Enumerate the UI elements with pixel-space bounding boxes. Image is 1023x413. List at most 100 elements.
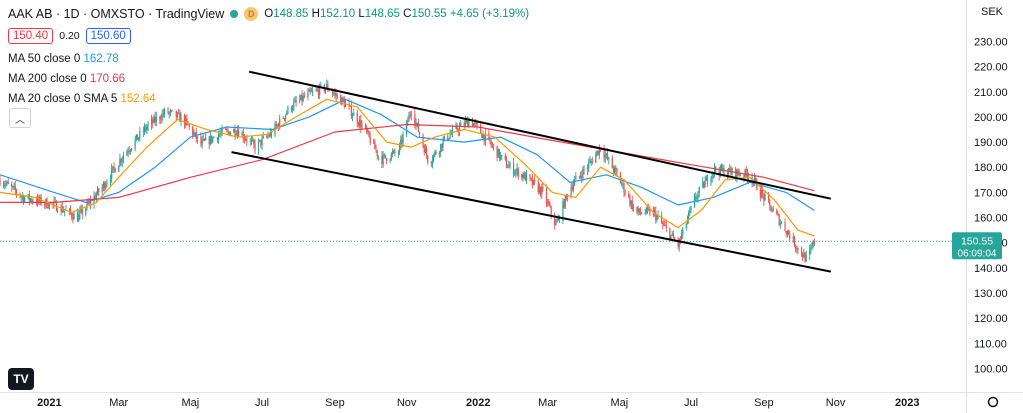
candle-body: [235, 134, 237, 136]
candle-body: [169, 110, 172, 113]
bar-countdown: 06:09:04: [958, 248, 997, 259]
candle-body: [416, 122, 418, 124]
candle-body: [103, 182, 106, 189]
candle-body: [597, 150, 599, 155]
candle-body: [802, 255, 804, 258]
y-tick-label: 220.00: [974, 62, 1008, 74]
candle-body: [441, 143, 443, 148]
candle-body: [245, 139, 247, 140]
candle-body: [588, 162, 590, 168]
candle-body: [777, 213, 779, 216]
ask-price[interactable]: 150.60: [85, 28, 131, 44]
candle-body: [114, 168, 116, 173]
spread-value: 0.20: [59, 30, 80, 42]
candle-body: [532, 179, 535, 185]
candle-body: [489, 137, 491, 143]
candle-body: [621, 183, 623, 185]
candle-body: [88, 200, 90, 204]
data-delay-badge[interactable]: D: [244, 7, 259, 21]
indicator-ma20-legend[interactable]: MA 20 close 0 SMA 5 152.64: [8, 93, 156, 105]
candle-body: [327, 83, 329, 90]
candle-body: [196, 136, 199, 139]
candle-body: [89, 200, 92, 204]
candle-body: [664, 225, 666, 226]
candle-body: [168, 112, 170, 114]
indicator-ma50-legend[interactable]: MA 50 close 0 162.78: [8, 53, 119, 65]
candle-body: [186, 118, 188, 122]
candle-body: [367, 130, 369, 132]
candle-body: [762, 189, 764, 195]
candle-body: [317, 89, 320, 96]
candle-body: [121, 159, 123, 162]
candle-body: [328, 89, 330, 91]
candle-body: [213, 137, 215, 139]
candle-body: [56, 211, 59, 212]
candle-body: [71, 213, 73, 218]
candle-body: [615, 167, 617, 171]
candle-body: [756, 180, 758, 190]
candle-body: [254, 143, 256, 151]
candle-body: [374, 141, 376, 150]
trend-line[interactable]: [248, 70, 832, 200]
bid-price[interactable]: 150.40: [8, 28, 54, 44]
candle-body: [673, 238, 676, 241]
candle-body: [155, 117, 157, 122]
y-tick-label: 120.00: [974, 313, 1008, 325]
candle-body: [229, 132, 231, 136]
candle-body: [101, 187, 103, 193]
candle-body: [671, 233, 673, 236]
candle-body: [596, 150, 598, 154]
candle-body: [467, 119, 469, 127]
candle-body: [252, 140, 254, 141]
moving-average-line: [0, 98, 815, 212]
y-tick-label: 170.00: [974, 187, 1008, 199]
symbol-title[interactable]: AAK AB · 1D · OMXSTO · TradingView: [8, 7, 225, 21]
candle-body: [638, 208, 640, 213]
candle-body: [383, 154, 385, 156]
candle-body: [811, 246, 813, 248]
candle-body: [376, 150, 378, 157]
candle-body: [261, 137, 263, 146]
candle-body: [629, 196, 631, 205]
settings-gear-icon[interactable]: [987, 396, 999, 408]
candle-body: [662, 222, 664, 225]
candle-body: [360, 119, 362, 128]
indicator-ma200-legend[interactable]: MA 200 close 0 170.66: [8, 73, 125, 85]
candle-body: [776, 209, 778, 214]
candle-body: [44, 204, 46, 206]
candle-body: [146, 127, 148, 130]
candle-body: [604, 154, 606, 158]
candle-body: [308, 89, 310, 92]
candle-body: [300, 94, 302, 100]
candle-body: [301, 94, 303, 101]
candle-body: [720, 165, 723, 171]
candle-body: [249, 140, 251, 142]
candle-body: [48, 202, 50, 208]
candle-body: [718, 171, 720, 176]
candle-body: [277, 124, 280, 128]
candle-body: [803, 252, 805, 258]
candle-body: [73, 213, 75, 220]
candle-body: [531, 178, 533, 185]
candle-body: [780, 222, 783, 223]
candle-body: [736, 169, 738, 178]
moving-average-line: [0, 98, 815, 237]
candle-body: [253, 140, 255, 144]
candle-body: [350, 105, 352, 117]
currency-label[interactable]: SEK: [981, 6, 1004, 18]
candle-body: [279, 118, 281, 128]
trend-line[interactable]: [231, 151, 832, 273]
collapse-legend-button[interactable]: ︿: [9, 108, 31, 128]
y-tick-label: 160.00: [974, 213, 1008, 225]
candle-body: [54, 201, 56, 202]
candle-body: [37, 197, 39, 204]
candle-body: [257, 140, 260, 151]
tradingview-logo-icon[interactable]: TV: [8, 368, 34, 390]
candle-body: [6, 181, 8, 184]
y-tick-label: 110.00: [974, 338, 1007, 350]
candle-body: [763, 194, 765, 201]
candle-body: [755, 177, 757, 181]
candle-body: [135, 134, 137, 140]
candle-body: [784, 222, 786, 231]
